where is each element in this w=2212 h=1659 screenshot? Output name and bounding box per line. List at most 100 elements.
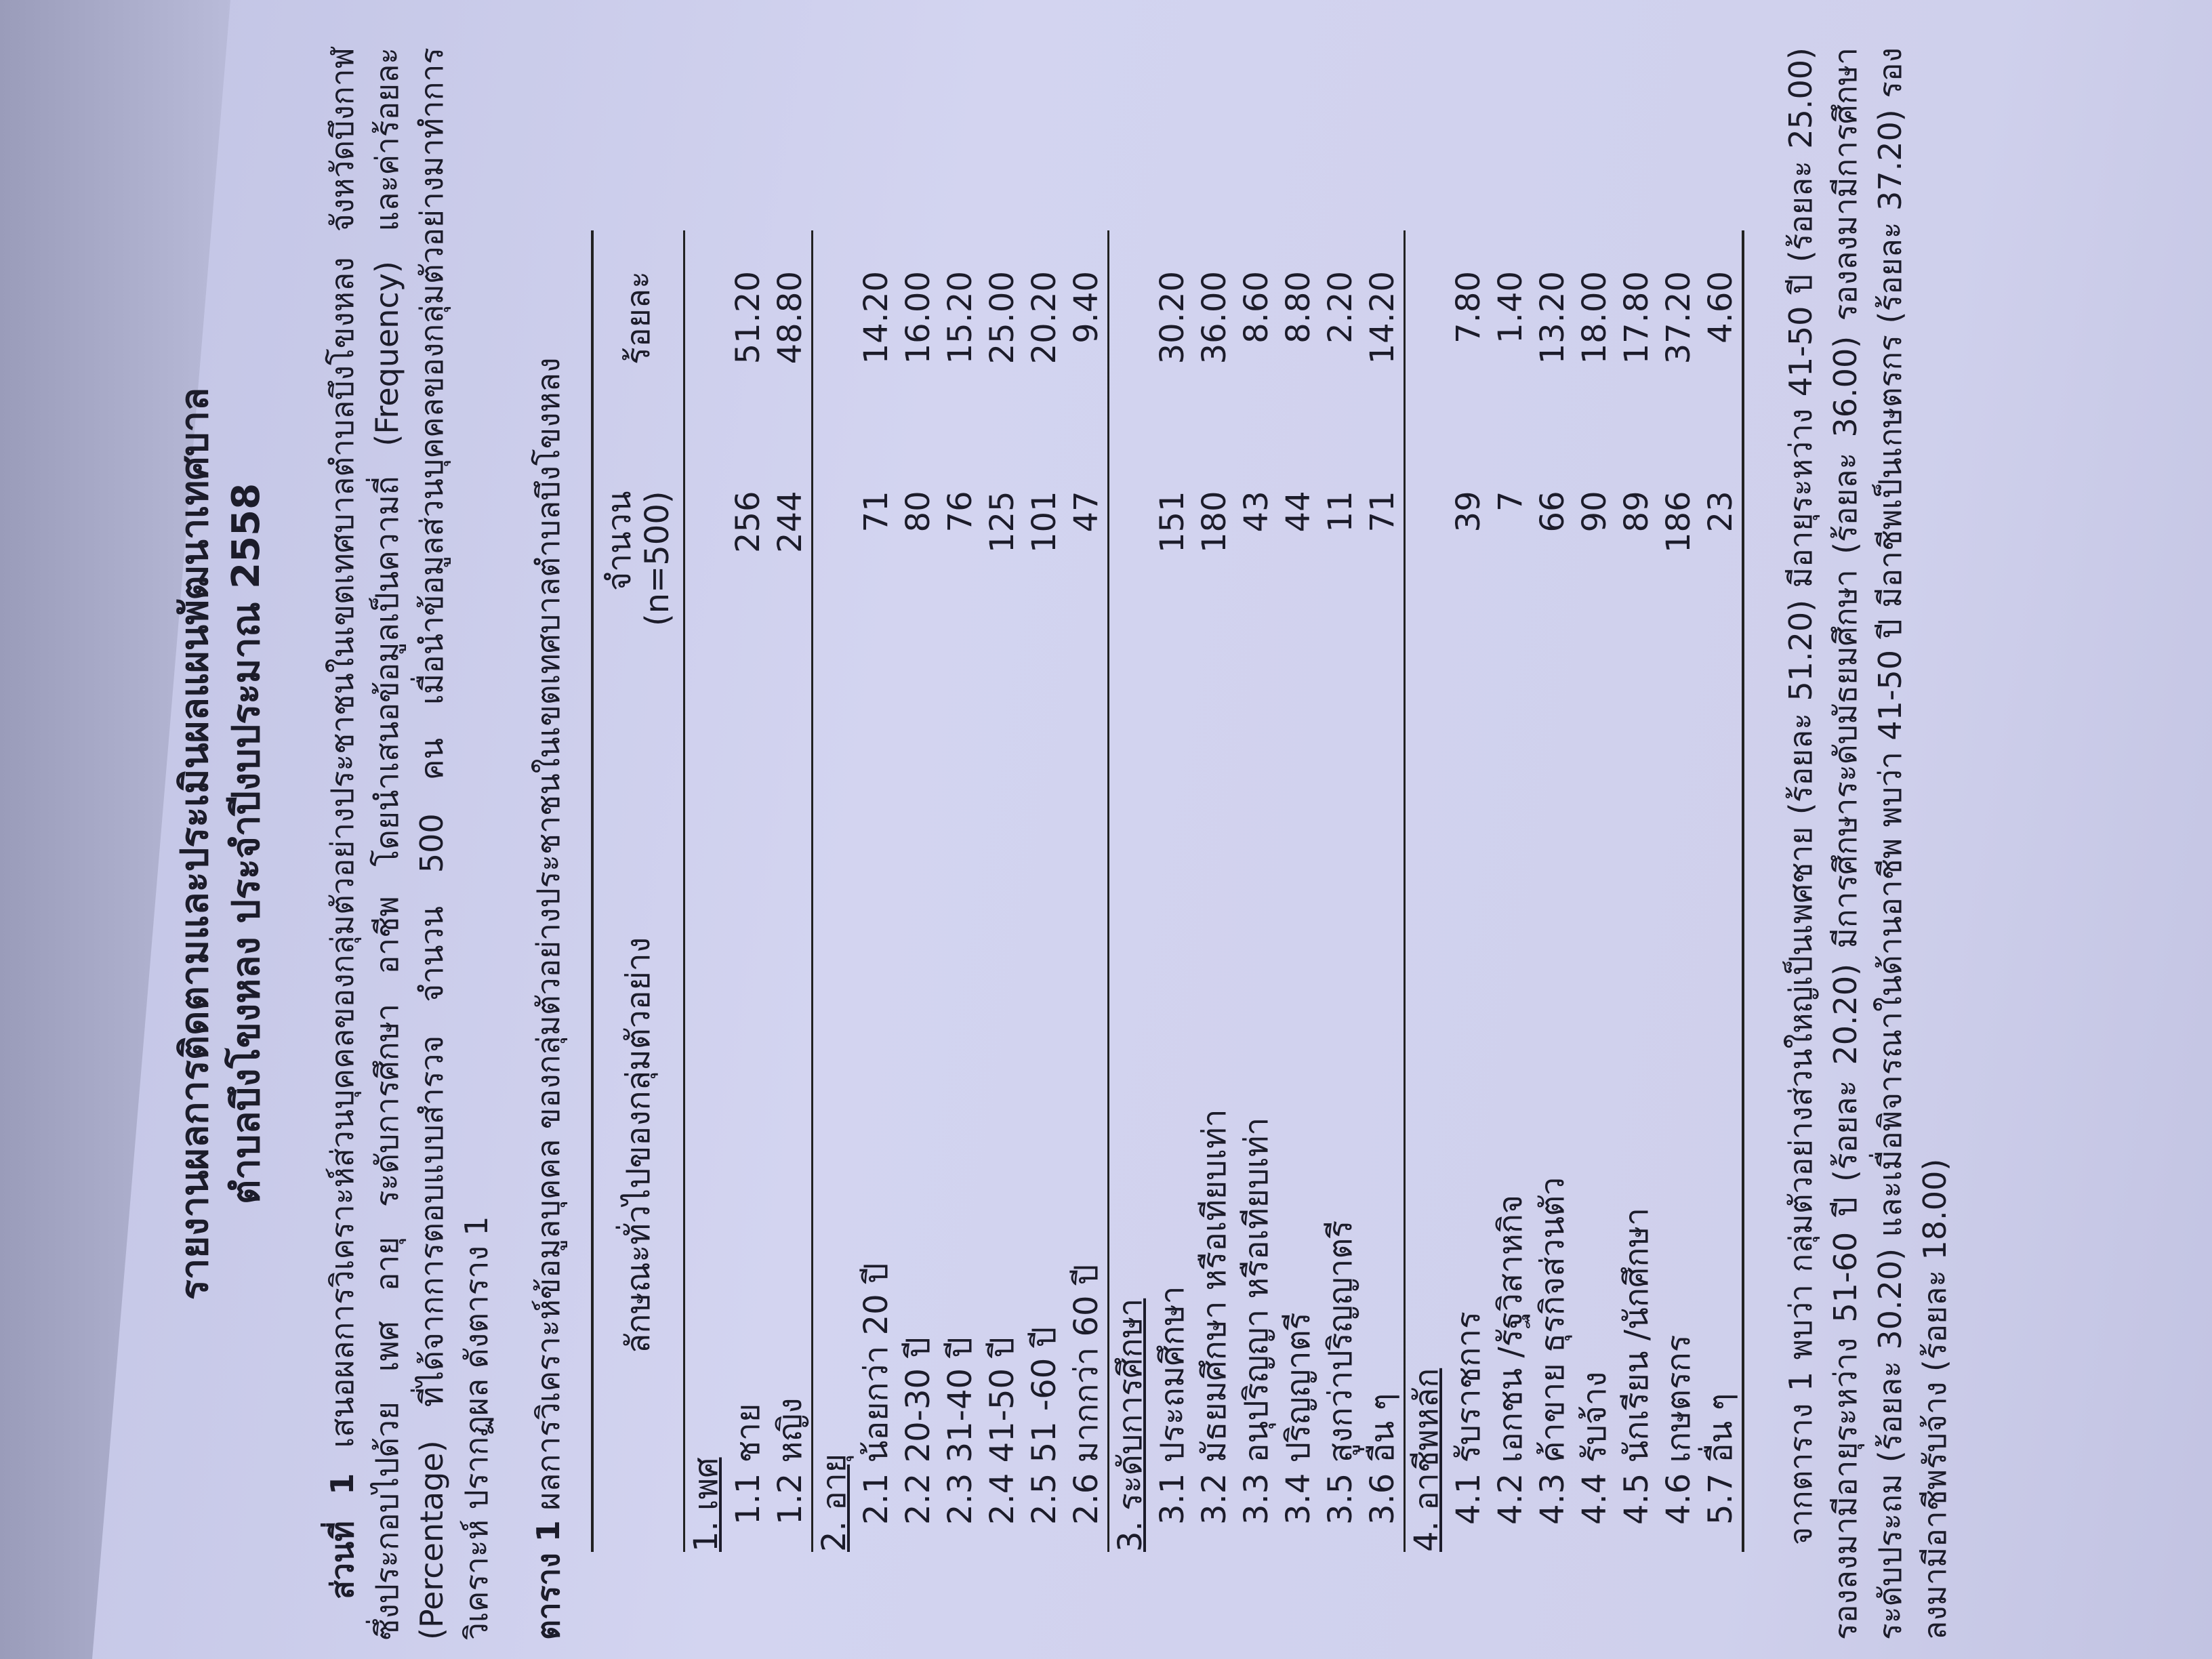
header-row: ลักษณะทั่วไปของกลุ่มตัวอย่าง จำนวน (n=500… [592,230,684,1552]
percent: 9.40 [1067,271,1105,344]
row-label: 3.6 อื่น ๆ [1364,1393,1401,1525]
table-row: 3.1 ประถมศึกษา 151 30.20 [1151,230,1193,1552]
row-label: 4.2 เอกชน /รัฐวิสาหกิจ [1492,1194,1530,1525]
count: 125 [983,491,1021,554]
count: 71 [857,491,895,533]
table: ลักษณะทั่วไปของกลุ่มตัวอย่าง จำนวน (n=500… [591,230,1744,1552]
table-row: 2.4 41-50 ปี 125 25.00 [981,230,1023,1552]
row-label: 2.1 น้อยกว่า 20 ปี [857,1263,895,1525]
percent: 20.20 [1025,271,1063,365]
column-header: ร้อยละ [592,230,684,451]
row-label: 1.1 ชาย [729,1403,767,1525]
percent: 8.60 [1237,271,1275,344]
table-row: 2.6 มากกว่า 60 ปี 47 9.40 [1065,230,1109,1552]
table-row: 3.6 อื่น ๆ 71 14.20 [1361,230,1405,1552]
percent: 36.00 [1195,271,1233,365]
table-row: 4.2 เอกชน /รัฐวิสาหกิจ 7 1.40 [1490,230,1532,1552]
table-row: 1.2 หญิง 244 48.80 [769,230,813,1552]
count: 151 [1153,491,1191,554]
row-label: 4.5 นักเรียน /นักศึกษา [1618,1207,1656,1525]
percent: 18.00 [1576,271,1614,365]
percent: 13.20 [1534,271,1572,365]
percent: 17.80 [1618,271,1656,365]
percent: 1.40 [1492,271,1530,344]
table-row: 4.4 รับจ้าง 90 18.00 [1574,230,1616,1552]
count: 180 [1195,491,1233,554]
percent: 37.20 [1660,271,1698,365]
title: รายงานผลการติดตามและประเมินผลแผนพัฒนาเทศ… [173,387,217,1300]
section-row: 3. ระดับการศึกษา [1108,230,1151,1552]
count: 39 [1450,491,1488,533]
row-label: 3.4 ปริญญาตรี [1279,1312,1317,1525]
count: 186 [1660,491,1698,554]
table-row: 1.1 ชาย 256 51.20 [727,230,769,1552]
summary: จากตาราง 1 พบว่า กลุ่มตัวอย่างส่วนใหญ่เป… [1782,47,1953,1640]
percent: 30.20 [1153,271,1191,365]
row-label: 4.3 ค้าขาย ธุรกิจส่วนตัว [1534,1176,1572,1525]
count: 80 [899,491,937,533]
table-row: 4.3 ค้าขาย ธุรกิจส่วนตัว 66 13.20 [1532,230,1574,1552]
count: 23 [1700,450,1743,739]
table-row: 2.5 51 -60 ปี 101 20.20 [1023,230,1065,1552]
percent: 51.20 [729,271,767,365]
row-label: 2.2 20-30 ปี [899,1337,937,1525]
row-label: 3.3 อนุปริญญา หรือเทียบเท่า [1237,1117,1275,1525]
count: 71 [1364,491,1401,533]
intro-label: ส่วนที่ 1 [324,1473,361,1599]
section-title: 3. ระดับการศึกษา [1108,230,1151,1552]
section-row: 2. อายุ [812,230,855,1552]
caption-text: ผลการวิเคราะห์ข้อมูลบุคคล ของกลุ่มตัวอย่… [530,357,567,1511]
table-row: 3.3 อนุปริญญา หรือเทียบเท่า 43 8.60 [1235,230,1277,1552]
intro: ส่วนที่ 1 เสนอผลการวิเคราะห์ส่วนบุคคลของ… [320,47,499,1640]
count: 244 [771,491,809,554]
row-label: 2.4 41-50 ปี [983,1337,1021,1525]
percent: 7.80 [1450,271,1488,344]
count: 76 [941,491,979,533]
row-label: 3.5 สูงกว่าปริญญาตรี [1322,1220,1359,1525]
percent: 14.20 [1364,271,1401,365]
row-label: 4.1 รับราชการ [1450,1311,1488,1525]
percent: 2.20 [1322,271,1359,344]
table-row: 4.1 รับราชการ 39 7.80 [1448,230,1490,1552]
section-row: 4. อาชีพหลัก [1404,230,1448,1552]
column-header: จำนวน (n=500) [592,450,684,739]
row-label: 5.7 อื่น ๆ [1700,739,1743,1552]
count: 89 [1618,491,1656,533]
table-row: 5.7 อื่น ๆ 23 4.60 [1700,230,1743,1552]
table-head: ลักษณะทั่วไปของกลุ่มตัวอย่าง จำนวน (n=500… [592,230,684,1552]
count: 256 [729,491,767,554]
column-header-line: (n=500) [638,491,676,627]
count: 66 [1534,491,1572,533]
count: 11 [1322,491,1359,533]
intro-text: เสนอผลการวิเคราะห์ส่วนบุคคลของกลุ่มตัวอย… [324,47,495,1640]
table-row: 4.5 นักเรียน /นักศึกษา 89 17.80 [1616,230,1658,1552]
row-label: 3.1 ประถมศึกษา [1153,1286,1191,1525]
percent: 48.80 [771,271,809,365]
title: ตำบลบึงโขงหลง ประจำปีงบประมาณ 2558 [224,483,268,1205]
count: 101 [1025,491,1063,554]
percent: 16.00 [899,271,937,365]
section-title: 2. อายุ [812,230,855,1552]
row-label: 2.3 31-40 ปี [941,1337,979,1525]
percent: 25.00 [983,271,1021,365]
count: 47 [1067,491,1105,533]
row-label: 4.4 รับจ้าง [1576,1371,1614,1525]
table-row: 4.6 เกษตรกร 186 37.20 [1658,230,1700,1552]
percent: 14.20 [857,271,895,365]
table-row: 3.2 มัธยมศึกษา หรือเทียบเท่า 180 36.00 [1193,230,1235,1552]
table-body: 1. เพศ 1.1 ชาย 256 51.20 1.2 หญิง 244 48.80 2. … [684,230,1743,1552]
row-label: 4.6 เกษตรกร [1660,1334,1698,1525]
table-row: 2.1 น้อยกว่า 20 ปี 71 14.20 [855,230,897,1552]
column-header: ลักษณะทั่วไปของกลุ่มตัวอย่าง [592,739,684,1552]
caption-label: ตาราง 1 [530,1520,567,1640]
count: 43 [1237,491,1275,533]
row-label: 2.5 51 -60 ปี [1025,1326,1063,1525]
row-label: 1.2 หญิง [771,1397,809,1525]
document: รายงานผลการติดตามและประเมินผลแผนพัฒนาเทศ… [169,47,2169,1640]
section-row: 1. เพศ [684,230,727,1552]
count: 44 [1279,491,1317,533]
percent: 15.20 [941,271,979,365]
column-header-line: จำนวน [600,491,638,592]
table-caption: ตาราง 1 ผลการวิเคราะห์ข้อมูลบุคคล ของกลุ… [526,47,571,1640]
section-title: 4. อาชีพหลัก [1404,230,1448,1552]
